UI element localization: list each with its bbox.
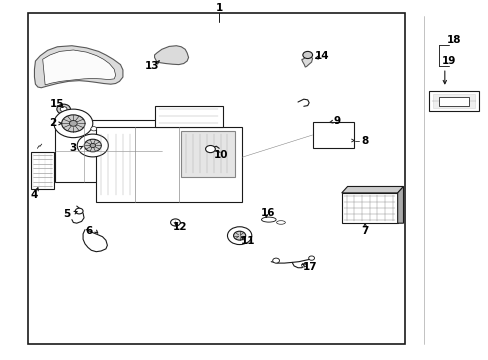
Polygon shape	[428, 91, 478, 111]
Circle shape	[61, 115, 85, 132]
Circle shape	[301, 264, 305, 267]
Text: 5: 5	[63, 209, 70, 219]
Circle shape	[60, 107, 67, 112]
Circle shape	[91, 127, 97, 131]
Text: 1: 1	[215, 3, 223, 13]
Circle shape	[77, 134, 108, 157]
Circle shape	[57, 104, 70, 114]
Polygon shape	[34, 46, 122, 88]
Circle shape	[308, 256, 314, 260]
Polygon shape	[301, 56, 312, 67]
Text: 14: 14	[314, 51, 329, 61]
Text: 6: 6	[85, 226, 92, 236]
Circle shape	[54, 109, 93, 138]
Text: 17: 17	[302, 262, 317, 272]
Circle shape	[90, 143, 95, 148]
Circle shape	[170, 219, 180, 226]
Text: 11: 11	[241, 236, 255, 246]
Ellipse shape	[261, 217, 276, 222]
Polygon shape	[397, 186, 403, 223]
Circle shape	[227, 227, 251, 244]
Polygon shape	[341, 193, 397, 223]
Text: 12: 12	[173, 222, 187, 233]
Bar	[312, 122, 353, 148]
Ellipse shape	[276, 221, 285, 224]
Text: 15: 15	[50, 99, 64, 109]
Text: 2: 2	[49, 118, 57, 129]
Text: 7: 7	[361, 226, 368, 236]
Bar	[30, 152, 54, 189]
Text: 16: 16	[260, 208, 275, 218]
Text: 3: 3	[70, 143, 77, 153]
Circle shape	[84, 139, 101, 152]
Circle shape	[205, 145, 215, 153]
Circle shape	[272, 258, 279, 263]
Polygon shape	[154, 46, 188, 64]
Bar	[96, 127, 242, 202]
FancyBboxPatch shape	[55, 120, 162, 182]
Circle shape	[69, 121, 77, 126]
Text: 19: 19	[441, 56, 455, 66]
Circle shape	[302, 51, 312, 59]
Text: 18: 18	[446, 35, 460, 45]
Bar	[154, 105, 222, 127]
Bar	[181, 131, 234, 177]
Bar	[438, 97, 468, 105]
Circle shape	[75, 208, 83, 214]
Text: 9: 9	[333, 116, 340, 126]
Text: 13: 13	[144, 61, 159, 71]
Text: 4: 4	[30, 190, 38, 200]
Text: 8: 8	[361, 135, 368, 145]
Text: 10: 10	[213, 150, 228, 161]
Bar	[28, 13, 404, 345]
Polygon shape	[42, 50, 116, 85]
Bar	[432, 94, 474, 108]
Polygon shape	[341, 186, 403, 193]
Circle shape	[233, 231, 245, 240]
